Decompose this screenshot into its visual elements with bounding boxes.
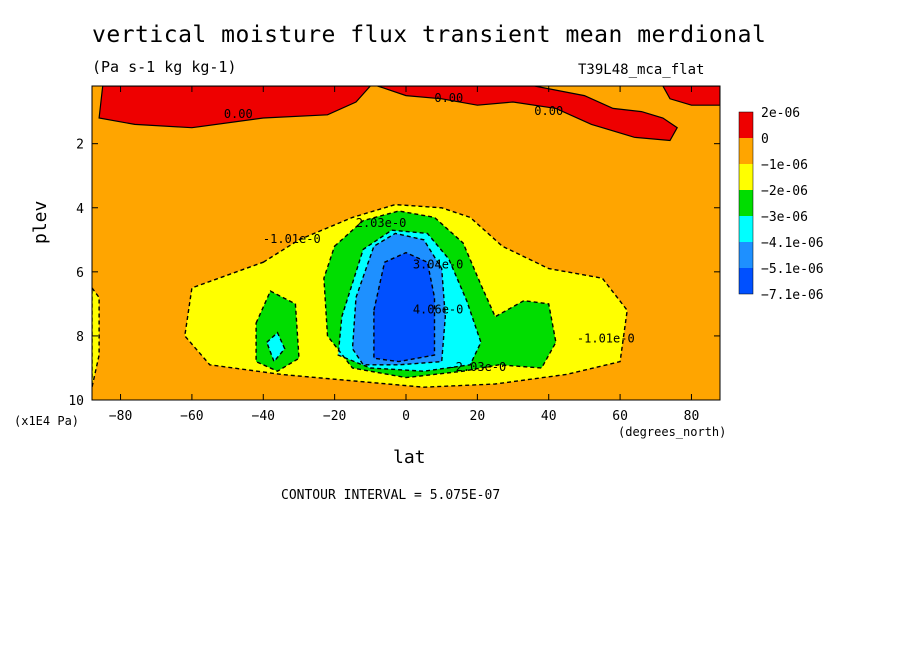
x-tick-label-4: 0 <box>402 409 410 424</box>
x-axis-unit: (degrees_north) <box>618 425 727 439</box>
x-axis-label: lat <box>393 447 426 468</box>
legend-label-1: 0 <box>761 132 769 147</box>
color-legend: 2e-06 0 −1e-06 −2e-06 −3e-06 −4.1e-06 −5.1e-06… <box>738 106 824 303</box>
contour-line-6 <box>323 210 557 379</box>
contour-region-1 <box>99 86 371 128</box>
chart-units: (Pa s-1 kg kg-1) <box>92 58 237 76</box>
x-tick-label-7: 60 <box>612 409 628 424</box>
contour-line-9 <box>265 331 286 363</box>
y-tick-label-3: 8 <box>76 330 84 345</box>
contour-label-2: 0.00 <box>534 104 563 118</box>
legend-label-4: −3e-06 <box>761 210 808 225</box>
contour-label-4: 2.03e-0 <box>356 216 407 230</box>
contour-line-3 <box>662 86 720 106</box>
x-tick-label-1: −60 <box>180 409 203 424</box>
contour-region-11 <box>373 252 435 362</box>
legend-swatch-1 <box>739 138 753 164</box>
contour-interval: CONTOUR INTERVAL = 5.075E-07 <box>281 488 501 503</box>
contour-labels: 0.00 0.00 0.00 -1.01e-0 2.03e-0 3.04e-0 4.06e-… <box>224 91 635 374</box>
y-tick-label-2: 6 <box>76 266 84 281</box>
contour-line-1 <box>98 86 372 129</box>
contour-label-6: 4.06e-0 <box>413 302 464 316</box>
contour-lines <box>92 86 720 388</box>
contour-label-3: -1.01e-0 <box>263 232 321 246</box>
legend-label-6: −5.1e-06 <box>761 262 824 277</box>
y-tick-label-0: 2 <box>76 138 84 153</box>
contour-line-11 <box>373 251 436 363</box>
contour-line-5 <box>92 286 100 388</box>
contour-label-0: 0.00 <box>224 107 253 121</box>
legend-swatch-6 <box>739 268 753 294</box>
x-tick-label-6: 40 <box>541 409 557 424</box>
contour-label-1: 0.00 <box>434 91 463 105</box>
x-tick-label-8: 80 <box>684 409 700 424</box>
legend-label-5: −4.1e-06 <box>761 236 824 251</box>
x-axis-ticks: −80 −60 −40 −20 0 20 40 60 80 <box>109 86 699 424</box>
x-tick-label-0: −80 <box>109 409 132 424</box>
y-axis-unit: (x1E4 Pa) <box>14 414 80 428</box>
legend-swatch-4 <box>739 216 753 242</box>
legend-swatch-2 <box>739 164 753 190</box>
x-tick-label-2: −40 <box>252 409 275 424</box>
y-tick-label-4: 10 <box>68 394 84 409</box>
contour-line-8 <box>337 229 482 372</box>
legend-label-3: −2e-06 <box>761 184 808 199</box>
legend-label-2: −1e-06 <box>761 158 808 173</box>
contour-label-7: -2.03e-0 <box>448 360 506 374</box>
contour-line-4 <box>184 203 628 388</box>
legend-swatch-3 <box>739 190 753 216</box>
contour-region-2 <box>377 86 678 141</box>
legend-label-7: −7.1e-06 <box>761 288 824 303</box>
contour-label-8: -1.01e-0 <box>577 331 635 345</box>
legend-swatch-5 <box>739 242 753 268</box>
contour-fills <box>92 86 720 400</box>
legend-frame <box>738 111 754 295</box>
legend-swatch-0 <box>739 112 753 138</box>
x-tick-label-3: −20 <box>323 409 346 424</box>
chart-title: vertical moisture flux transient mean me… <box>92 22 767 48</box>
contour-line-10 <box>351 232 447 366</box>
contour-region-7 <box>256 291 299 372</box>
x-tick-label-5: 20 <box>470 409 486 424</box>
run-label: T39L48_mca_flat <box>578 62 705 78</box>
y-axis-ticks: 2 4 6 8 10 <box>68 138 720 409</box>
contour-line-2 <box>377 86 678 142</box>
legend-label-0: 2e-06 <box>761 106 800 121</box>
contour-label-5: 3.04e-0 <box>413 258 464 272</box>
y-tick-label-1: 4 <box>76 202 84 217</box>
contour-line-7 <box>255 290 300 372</box>
